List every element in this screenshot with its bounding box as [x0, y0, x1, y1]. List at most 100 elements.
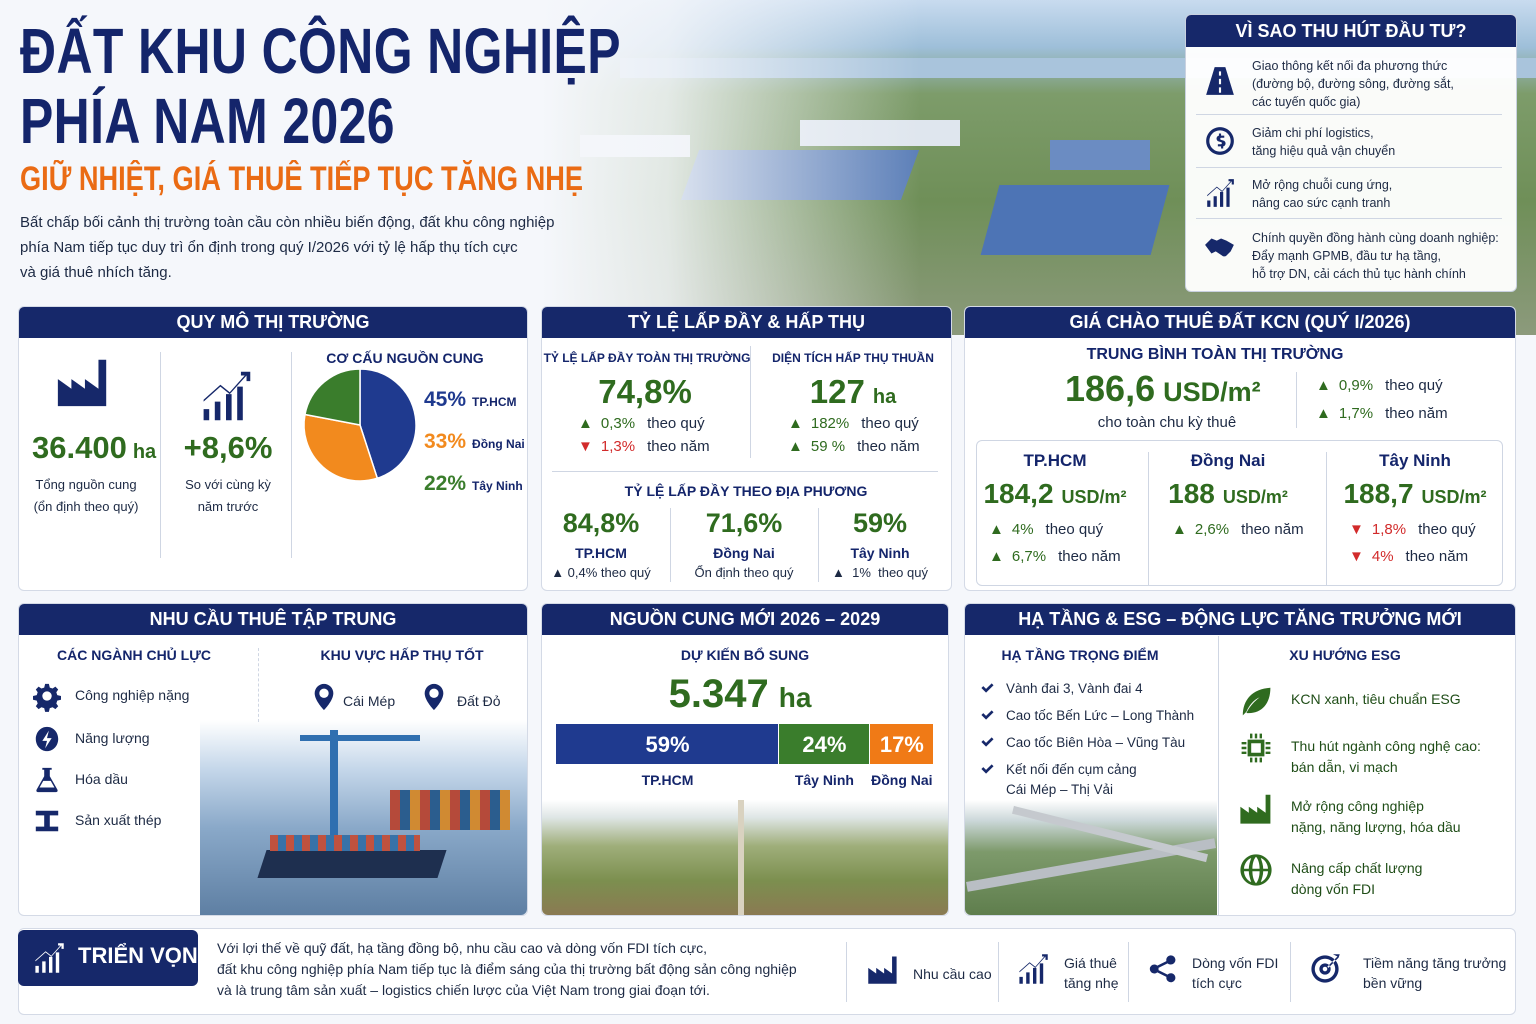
- pie-slice: [304, 368, 361, 426]
- pie-category: TP.HCM: [472, 395, 517, 409]
- icon-shape: [1242, 687, 1271, 716]
- icon: [868, 956, 897, 984]
- text: 184,2: [983, 478, 1054, 509]
- city-name: Tây Ninh: [1379, 451, 1451, 470]
- intro: Bất chấp bối cảnh thị trường toàn cầu cò…: [20, 214, 555, 281]
- icon: [1206, 127, 1234, 155]
- bar-category: Tây Ninh: [794, 772, 854, 788]
- change-value: 0,9%: [1338, 377, 1374, 394]
- panel-title: NGUỒN CUNG MỚI 2026 – 2029: [542, 604, 948, 635]
- new-supply-value: 5.347 ha: [669, 672, 812, 717]
- why-item: Chính quyền đồng hành cùng doanh nghiệp:…: [1252, 231, 1499, 281]
- change-row: ▲ 6,7% theo năm: [989, 548, 1121, 565]
- supply-label: Tổng nguồn cung (ổn định theo quý): [33, 477, 139, 514]
- change-row: ▲ 4% theo quý: [989, 521, 1103, 538]
- change-arrow: ▲: [788, 415, 803, 432]
- label: XU HƯỚNG ESG: [1289, 647, 1401, 663]
- icon: [36, 767, 58, 793]
- big-value: 127 ha: [810, 373, 896, 411]
- bar-segment: [869, 724, 933, 764]
- pie-legend: 33% Đồng Nai: [424, 430, 525, 454]
- change-arrow: ▼: [578, 438, 593, 455]
- icon-shape: [1240, 854, 1272, 886]
- change-label: theo năm: [857, 438, 920, 455]
- esg-item: Thu hút ngành công nghệ cao: bán dẫn, vi…: [1291, 738, 1481, 775]
- divider: [750, 346, 751, 458]
- icon-shape: [1206, 67, 1234, 95]
- growth-value: +8,6%: [183, 430, 273, 465]
- icon: [424, 683, 444, 711]
- infra-item: Kết nối đến cụm cảng Cái Mép – Thị Vải: [1006, 762, 1137, 797]
- text: 36.400: [32, 430, 127, 465]
- avg-note: cho toàn chu kỳ thuê: [1097, 414, 1237, 431]
- panel-title: NHU CẦU THUÊ TẬP TRUNG: [19, 604, 527, 635]
- warehouse-roof: [980, 185, 1170, 255]
- region-value: 84,8%: [562, 508, 640, 538]
- text: 5.347: [668, 672, 769, 716]
- text: 127: [809, 373, 865, 410]
- panel: GIÁ CHÀO THUÊ ĐẤT KCN (QUÝ I/2026): [964, 306, 1516, 591]
- why-item: Giao thông kết nối đa phương thức (đường…: [1252, 59, 1454, 109]
- esg-item: Nâng cấp chất lượng dòng vốn FDI: [1291, 860, 1423, 897]
- icon-shape: [1206, 127, 1234, 155]
- icon: [1240, 854, 1272, 886]
- icon: [203, 371, 251, 421]
- industry: Năng lượng: [75, 730, 150, 746]
- change-value: 4%: [1371, 548, 1394, 565]
- icon: [1241, 733, 1271, 763]
- divider: [1296, 372, 1297, 428]
- pie-legend: 45% TP.HCM: [424, 388, 516, 412]
- industry: Công nghiệp nặng: [75, 687, 190, 703]
- change-label: theo quý: [1045, 521, 1104, 538]
- icon-shape: [424, 683, 444, 711]
- infra-item: Cao tốc Bến Lức – Long Thành: [1006, 708, 1195, 723]
- panel-title: QUY MÔ THỊ TRƯỜNG: [19, 307, 527, 338]
- change-label: theo năm: [1405, 548, 1469, 565]
- icon-shape: [1205, 238, 1234, 257]
- why-title: VÌ SAO THU HÚT ĐẦU TƯ?: [1186, 15, 1516, 47]
- land-road: [738, 800, 744, 915]
- change-row: ▲ 1,7% theo năm: [1316, 405, 1448, 422]
- change-label: theo năm: [1058, 548, 1121, 565]
- change-value: 2,6%: [1194, 521, 1230, 538]
- icon: [981, 764, 994, 774]
- pie-category: Đồng Nai: [472, 437, 525, 451]
- area: Cái Mép: [343, 693, 396, 709]
- icon-shape: [1240, 794, 1271, 824]
- pie-legend: 22% Tây Ninh: [424, 472, 523, 496]
- pie-category: Tây Ninh: [472, 479, 523, 493]
- text: 186,6: [1065, 368, 1156, 409]
- divider: [846, 942, 847, 1002]
- why-box: VÌ SAO THU HÚT ĐẦU TƯ?: [1185, 14, 1517, 292]
- bar-category: TP.HCM: [641, 772, 694, 788]
- change-label: theo quý: [647, 415, 705, 432]
- divider: [998, 942, 999, 1002]
- icon-shape: [1311, 954, 1340, 983]
- pie-chart: [303, 368, 417, 482]
- supply-value: 36.400 ha: [32, 430, 156, 466]
- change-arrow: ▲: [578, 415, 593, 432]
- infra-item: Cao tốc Biên Hòa – Vũng Tàu: [1006, 735, 1186, 750]
- change-value: 0,3%: [600, 415, 636, 432]
- region-note: Ổn định theo quý: [694, 565, 794, 580]
- area: Đất Đỏ: [457, 693, 501, 709]
- divider: [258, 648, 259, 722]
- icon-shape: [1149, 955, 1176, 983]
- change-label: theo năm: [1241, 521, 1304, 538]
- icon: [35, 810, 59, 832]
- divider: [1196, 167, 1502, 168]
- warehouse-roof: [1050, 140, 1150, 170]
- change-value: 1,8%: [1371, 521, 1407, 538]
- icon-shape: [981, 710, 994, 720]
- icon: [981, 683, 994, 693]
- change-label: theo năm: [647, 438, 710, 455]
- panel-title: GIÁ CHÀO THUÊ ĐẤT KCN (QUÝ I/2026): [965, 307, 1515, 338]
- highlight: Dòng vốn FDI tích cực: [1192, 955, 1279, 991]
- divider: [1196, 114, 1502, 115]
- region-note: ▲ 0,4% theo quý: [551, 565, 651, 580]
- change-row: ▼ 1,3% theo năm: [578, 438, 710, 455]
- city-price: 188,7 USD/m²: [1343, 478, 1486, 510]
- panel-title: HẠ TẦNG & ESG – ĐỘNG LỰC TĂNG TRƯỞNG MỚI: [965, 604, 1515, 635]
- icon-shape: [981, 764, 994, 774]
- panel: TỶ LỆ LẤP ĐẦY & HẤP THỤ: [541, 306, 952, 591]
